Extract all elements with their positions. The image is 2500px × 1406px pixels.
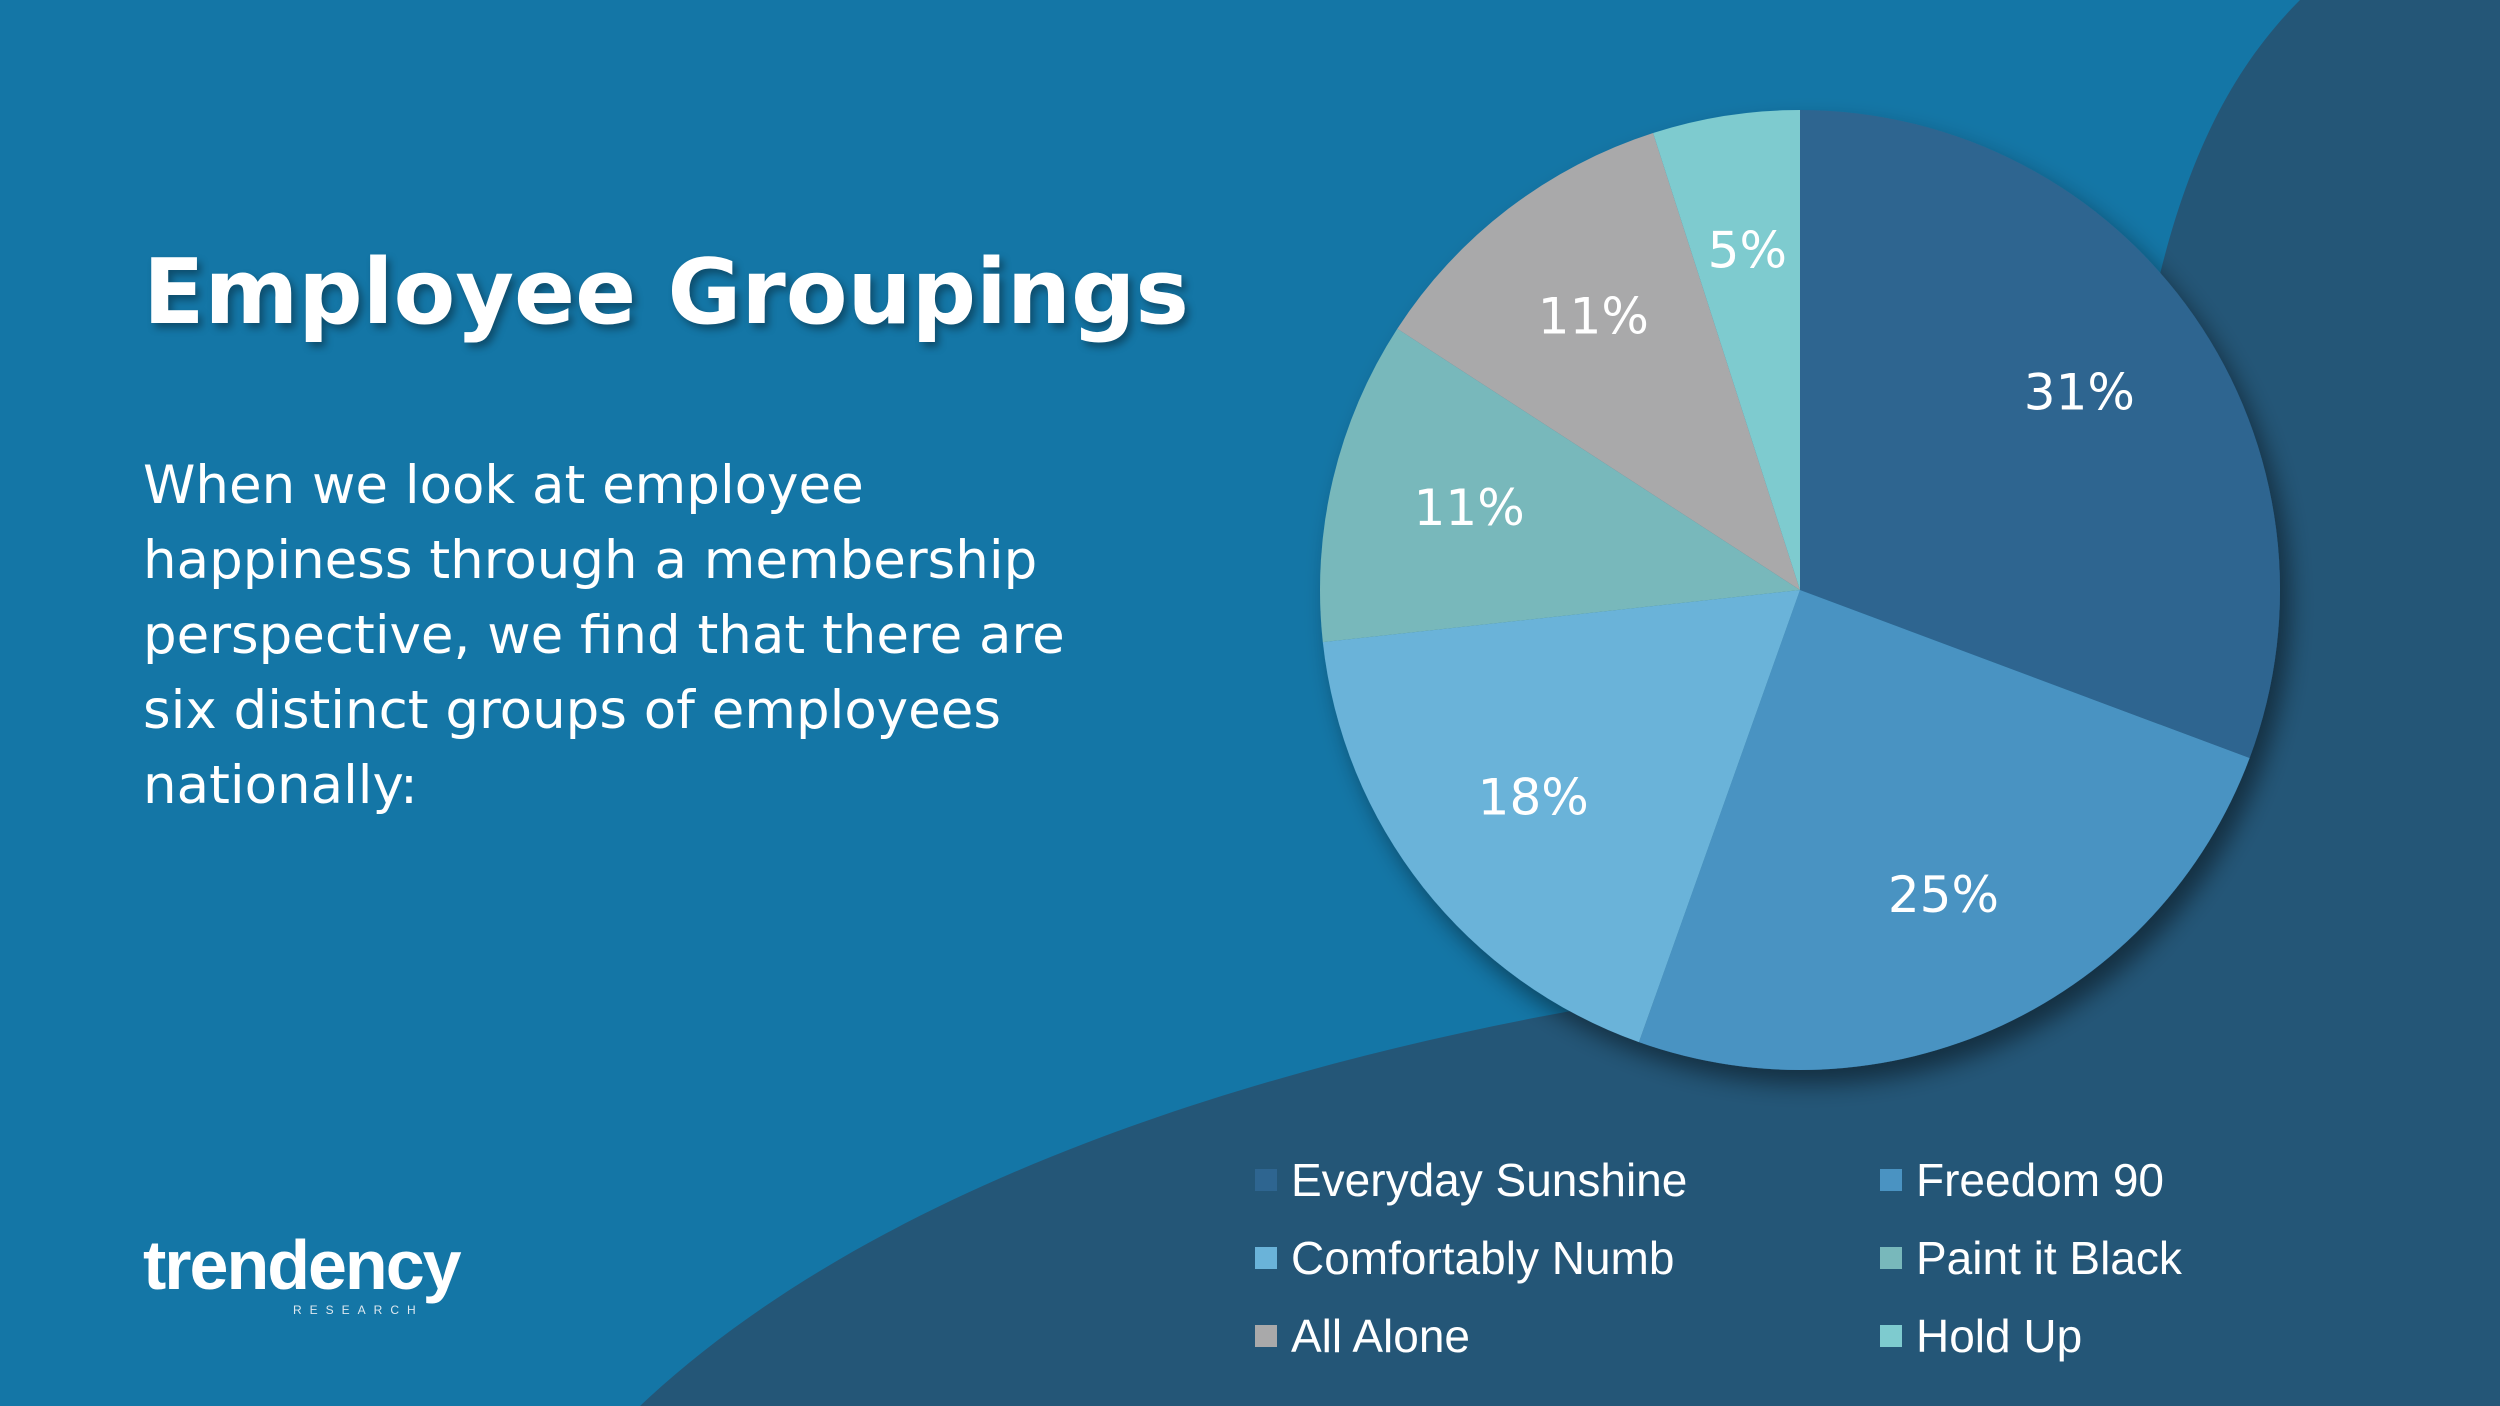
legend-swatch [1880, 1325, 1902, 1347]
chart-legend: Everyday Sunshine Freedom 90 Comfortably… [1255, 1152, 2295, 1364]
legend-swatch [1880, 1169, 1902, 1191]
legend-label: Everyday Sunshine [1291, 1154, 1688, 1206]
background-wave-shape [640, 0, 2500, 1406]
pie-data-label: 25% [1888, 866, 1999, 924]
legend-item-everyday-sunshine: Everyday Sunshine [1255, 1152, 1880, 1208]
legend-swatch [1255, 1169, 1277, 1191]
trendency-logo: trendency RESEARCH [143, 1225, 483, 1335]
pie-data-label: 31% [2024, 364, 2135, 422]
slide-title: Employee Groupings [143, 240, 1189, 345]
pie-slice-comfortably-numb [1322, 590, 1800, 1043]
pie-slice-paint-it-black [1320, 328, 1800, 643]
pie-data-label: 11% [1414, 479, 1525, 537]
slide-body-text: When we look at employee happiness throu… [143, 455, 1065, 816]
pie-slice-hold-up [1653, 110, 1800, 590]
logo-wordmark: trendency [143, 1226, 462, 1304]
legend-item-freedom-90: Freedom 90 [1880, 1152, 2295, 1208]
pie-slice-everyday-sunshine [1800, 110, 2281, 759]
legend-swatch [1255, 1247, 1277, 1269]
legend-swatch [1255, 1325, 1277, 1347]
pie-data-label: 18% [1478, 768, 1589, 826]
legend-item-paint-it-black: Paint it Black [1880, 1230, 2295, 1286]
legend-item-all-alone: All Alone [1255, 1308, 1880, 1364]
pie-data-label: 11% [1538, 287, 1649, 345]
legend-label: All Alone [1291, 1310, 1471, 1362]
legend-item-hold-up: Hold Up [1880, 1308, 2295, 1364]
legend-swatch [1880, 1247, 1902, 1269]
logo-subtitle: RESEARCH [293, 1303, 424, 1317]
pie-slice-all-alone [1397, 133, 1800, 591]
pie-slice-freedom-90 [1638, 590, 2250, 1070]
legend-label: Comfortably Numb [1291, 1232, 1675, 1284]
legend-label: Hold Up [1916, 1310, 2083, 1362]
legend-label: Paint it Black [1916, 1232, 2182, 1284]
pie-data-label: 5% [1708, 222, 1787, 280]
legend-item-comfortably-numb: Comfortably Numb [1255, 1230, 1880, 1286]
legend-label: Freedom 90 [1916, 1154, 2165, 1206]
